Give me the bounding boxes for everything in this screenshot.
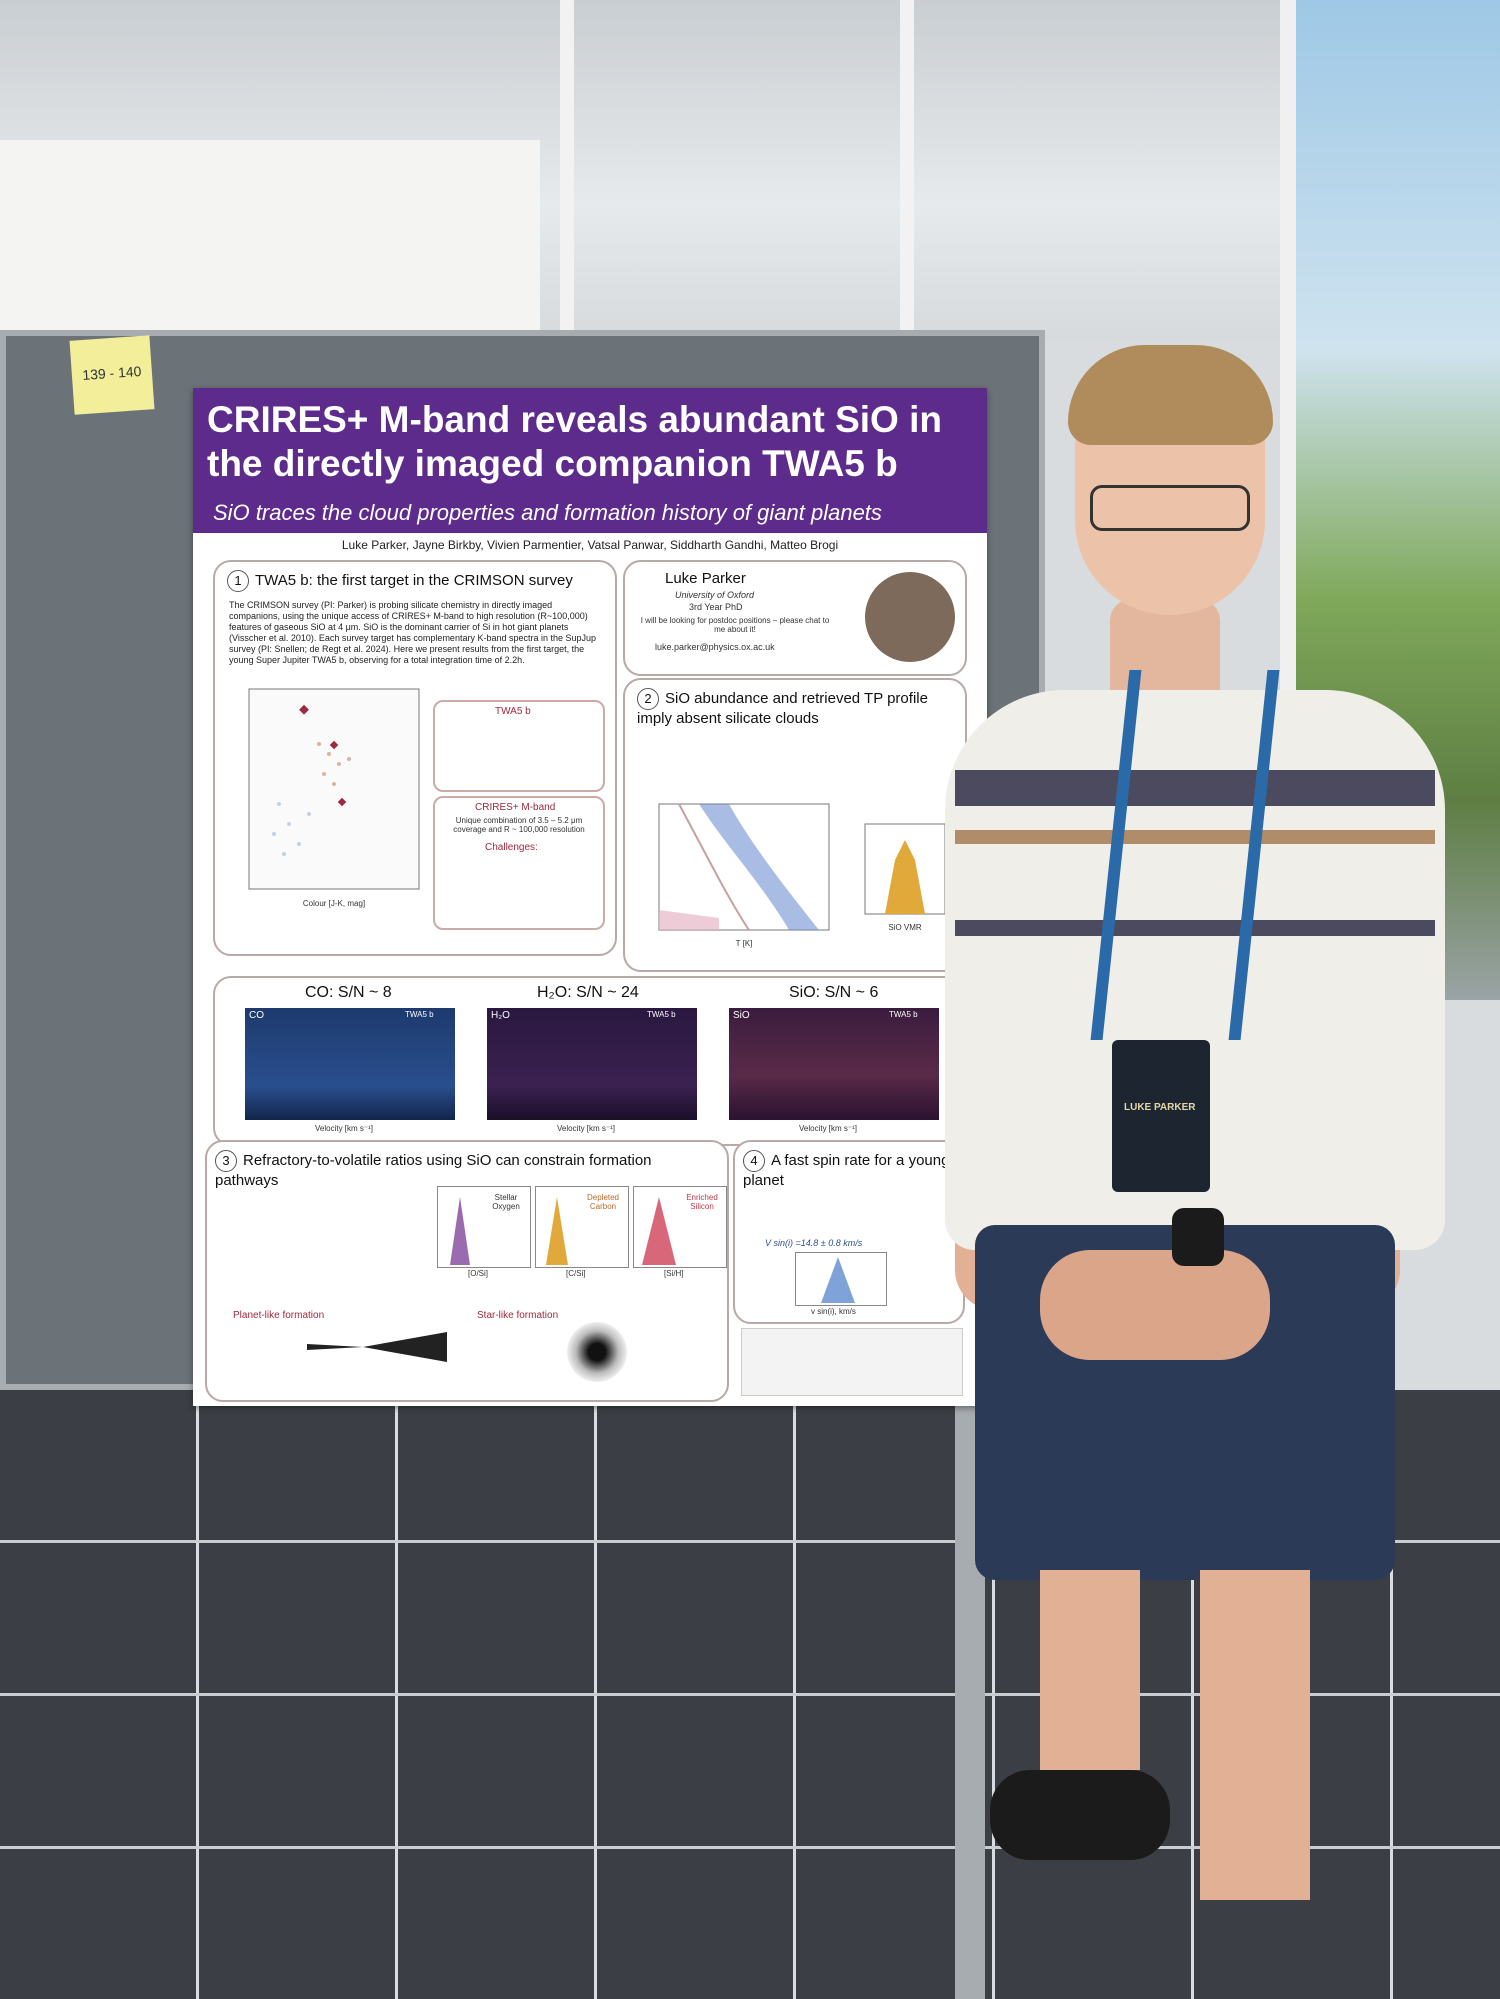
crires-box: CRIRES+ M-band Unique combination of 3.5…: [433, 796, 605, 930]
section-1-text: The CRIMSON survey (PI: Parker) is probi…: [229, 600, 597, 665]
sio-vmr-label: SiO VMR: [888, 923, 922, 932]
ccf-title-h2o: H₂O: S/N ~ 24: [537, 984, 639, 1001]
hist-si-h-shape: [642, 1197, 676, 1265]
section-number: 2: [637, 688, 659, 710]
hist-label: Enriched Silicon: [686, 1193, 718, 1211]
tshirt-stripe: [955, 920, 1435, 936]
ccf-panel-label: SiO: [733, 1010, 750, 1021]
section-1-title-text: TWA5 b: the first target in the CRIMSON …: [255, 572, 573, 589]
presenter-email: luke.parker@physics.ox.ac.uk: [655, 642, 775, 652]
crires-box-text: Unique combination of 3.5 – 5.2 μm cover…: [453, 816, 585, 834]
section-number: 1: [227, 570, 249, 592]
ccf-box: CO: S/N ~ 8 CO TWA5 b Velocity [km s⁻¹] …: [213, 976, 967, 1146]
vsini-hist-shape: [821, 1257, 855, 1303]
twa5b-box-title: TWA5 b: [495, 706, 531, 717]
ccf-title-co: CO: S/N ~ 8: [305, 984, 392, 1001]
badge-name: LUKE PARKER: [1124, 1102, 1196, 1113]
hist-c-si: Depleted Carbon [C/Si]: [535, 1186, 629, 1278]
hist-label: Depleted Carbon: [586, 1193, 620, 1211]
hist-si-h: Enriched Silicon [Si/H]: [633, 1186, 727, 1278]
colour-magnitude-plot: Colour [J-K, mag]: [248, 688, 420, 908]
presenter-box: Luke Parker University of Oxford 3rd Yea…: [623, 560, 967, 676]
section-1-box: 1 TWA5 b: the first target in the CRIMSON…: [213, 560, 617, 956]
presenter-affiliation: University of Oxford: [675, 590, 755, 600]
collapse-diagram: [567, 1322, 627, 1382]
window-mullion: [900, 0, 914, 340]
vsini-xlabel: v sin(i), km/s: [811, 1307, 856, 1316]
section-3-title-text: Refractory-to-volatile ratios using SiO …: [215, 1152, 652, 1189]
ccf-map-h2o: H₂O TWA5 b: [487, 1008, 697, 1120]
tshirt-stripe: [955, 830, 1435, 844]
poster-title: CRIRES+ M-band reveals abundant SiO in t…: [207, 399, 942, 484]
poster-subtitle: SiO traces the cloud properties and form…: [213, 500, 882, 525]
ccf-panel-label: CO: [249, 1010, 264, 1021]
hist-o-si: Stellar Oxygen [O/Si]: [437, 1186, 531, 1278]
star-like-label: Star-like formation: [477, 1310, 559, 1321]
presenter-photo: [865, 572, 955, 662]
hist-label: Stellar Oxygen: [492, 1193, 520, 1211]
ccf-xlabel: Velocity [km s⁻¹]: [799, 1124, 858, 1133]
presenter-note: I will be looking for postdoc positions …: [640, 616, 830, 634]
person-leg: [1200, 1570, 1310, 1900]
challenges-title: Challenges:: [485, 842, 538, 853]
tshirt-stripe: [955, 770, 1435, 806]
section-3-box: 3 Refractory-to-volatile ratios using SiO…: [205, 1140, 729, 1402]
planet-like-label: Planet-like formation: [233, 1310, 325, 1321]
presenter-name: Luke Parker: [665, 570, 746, 587]
cmd-xlabel: Colour [J-K, mag]: [303, 899, 365, 908]
window-mullion: [560, 0, 574, 340]
poster-title-band: CRIRES+ M-band reveals abundant SiO in t…: [193, 388, 987, 533]
person-hands: [1040, 1250, 1270, 1360]
disk-diagram: [307, 1332, 447, 1362]
ccf-target-label: TWA5 b: [889, 1010, 918, 1019]
tp-xlabel: T [K]: [736, 939, 753, 948]
ccf-target-label: TWA5 b: [647, 1010, 676, 1019]
ccf-map-co: CO TWA5 b: [245, 1008, 455, 1120]
section-1-title: 1 TWA5 b: the first target in the CRIMSON…: [227, 570, 573, 592]
hist-c-si-shape: [546, 1197, 568, 1265]
section-3-title: 3 Refractory-to-volatile ratios using SiO…: [215, 1150, 715, 1189]
section-number: 4: [743, 1150, 765, 1172]
ccf-target-label: TWA5 b: [405, 1010, 434, 1019]
vsini-hist: [795, 1252, 887, 1306]
person-hair: [1068, 345, 1273, 445]
ccf-xlabel: Velocity [km s⁻¹]: [315, 1124, 374, 1133]
ccf-map-sio: SiO TWA5 b: [729, 1008, 939, 1120]
section-2-box: 2 SiO abundance and retrieved TP profile …: [623, 678, 967, 972]
ratio-histograms: Stellar Oxygen [O/Si] Depleted Carbon [C…: [437, 1186, 727, 1281]
ccf-panel-label: H₂O: [491, 1010, 510, 1021]
tp-profile-plot: T [K]: [658, 803, 830, 948]
section-number: 3: [215, 1150, 237, 1172]
poster: CRIRES+ M-band reveals abundant SiO in t…: [193, 388, 987, 1406]
ccf-title-sio: SiO: S/N ~ 6: [789, 984, 879, 1001]
section-4-title-text: A fast spin rate for a young planet: [743, 1152, 950, 1189]
sio-vmr-plot: SiO VMR: [864, 823, 946, 932]
section-2-title-text: SiO abundance and retrieved TP profile i…: [637, 690, 928, 727]
glasses: [1090, 485, 1250, 531]
hist-xlabel: [O/Si]: [468, 1269, 489, 1278]
twa5b-box: TWA5 b: [433, 700, 605, 792]
references-and-logos: [741, 1328, 963, 1396]
ccf-xlabel: Velocity [km s⁻¹]: [557, 1124, 616, 1133]
person-leg: [1040, 1570, 1140, 1770]
crires-box-title: CRIRES+ M-band: [475, 802, 556, 813]
poster-authors: Luke Parker, Jayne Birkby, Vivien Parmen…: [341, 538, 839, 552]
vsini-value: V sin(i) =14.8 ± 0.8 km/s: [765, 1238, 863, 1248]
hist-xlabel: [Si/H]: [664, 1269, 684, 1278]
hist-xlabel: [C/Si]: [566, 1269, 586, 1278]
hist-o-si-shape: [450, 1197, 470, 1265]
presenter-role: 3rd Year PhD: [689, 602, 743, 612]
background-wall: [0, 140, 540, 330]
wristwatch: [1172, 1208, 1224, 1266]
section-2-title: 2 SiO abundance and retrieved TP profile …: [637, 688, 953, 727]
shoe: [990, 1770, 1170, 1860]
sticky-note: 139 - 140: [69, 335, 155, 415]
name-badge: LUKE PARKER: [1112, 1040, 1210, 1192]
